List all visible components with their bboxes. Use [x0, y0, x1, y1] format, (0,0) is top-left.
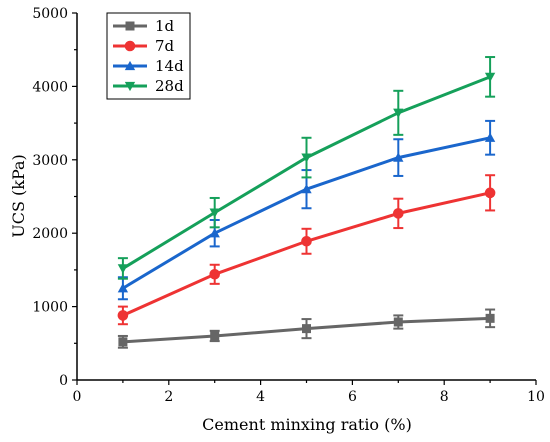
- x-tick-label: 2: [164, 389, 173, 405]
- x-tick-label: 6: [348, 389, 357, 405]
- series-7d: [117, 174, 496, 326]
- data-point: [484, 132, 496, 142]
- legend-marker: [125, 21, 135, 31]
- series-layer: [117, 56, 496, 349]
- data-point: [393, 108, 404, 118]
- y-tick-label: 5000: [32, 6, 68, 22]
- x-tick-label: 10: [527, 389, 545, 405]
- series-14d: [117, 119, 496, 301]
- legend-label: 14d: [155, 57, 184, 75]
- axes: 0 2 4 6 8 10 0 1000 2000 3000 4000 5000: [32, 6, 545, 405]
- y-tick-label: 3000: [32, 153, 68, 169]
- y-tick-label: 4000: [32, 79, 68, 95]
- x-tick-label: 4: [256, 389, 265, 405]
- data-point: [209, 228, 220, 238]
- data-point: [117, 310, 129, 321]
- x-axis-title: Cement minxing ratio (%): [202, 415, 412, 434]
- data-point: [210, 331, 220, 341]
- series-1d: [117, 308, 496, 349]
- data-point: [117, 283, 129, 293]
- x-tick-label: 0: [73, 389, 82, 405]
- legend: 1d 7d 14d 28d: [106, 12, 191, 100]
- data-point: [484, 187, 496, 199]
- y-tick-label: 1000: [32, 300, 68, 316]
- legend-label: 28d: [155, 77, 184, 95]
- legend-label: 7d: [155, 37, 175, 55]
- data-point: [117, 264, 129, 274]
- data-point: [393, 152, 404, 162]
- legend-marker: [124, 40, 136, 52]
- data-point: [301, 153, 312, 163]
- data-point: [209, 208, 220, 218]
- data-point: [302, 324, 311, 334]
- y-tick-label: 2000: [32, 226, 68, 242]
- data-point: [393, 208, 404, 219]
- data-point: [209, 269, 220, 280]
- data-point: [301, 183, 312, 194]
- data-point: [393, 317, 403, 327]
- series-28d: [117, 56, 496, 280]
- data-point: [484, 72, 496, 83]
- legend-label: 1d: [155, 17, 175, 35]
- y-axis-title: UCS (kPa): [9, 154, 28, 238]
- legend-marker: [124, 81, 136, 92]
- x-tick-label: 8: [440, 389, 449, 405]
- y-tick-label: 0: [59, 373, 68, 389]
- data-point: [485, 313, 495, 323]
- data-point: [118, 337, 128, 347]
- data-point: [301, 235, 312, 247]
- legend-marker: [124, 60, 136, 71]
